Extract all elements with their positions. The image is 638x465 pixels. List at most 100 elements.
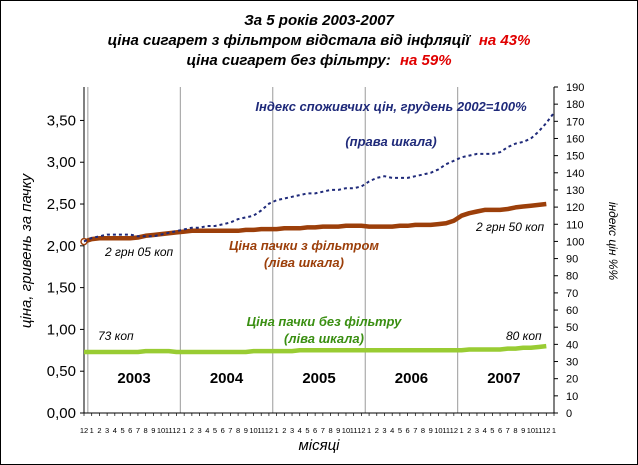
month-tick-label: 12 [357,426,365,435]
right-tick-label: 80 [566,271,578,283]
month-tick-label: 12 [265,426,273,435]
month-tick-label: 9 [336,426,340,435]
month-tick-label: 2 [467,426,471,435]
month-tick-label: 4 [483,426,487,435]
month-tick-label: 3 [105,426,109,435]
annotation-nofilter-start: 73 коп [98,329,134,343]
month-tick-label: 2 [97,426,101,435]
month-tick-label: 5 [490,426,494,435]
series-line-cpi [83,112,555,243]
chart-title-line2: ціна сигарет з фільтром відстала від інф… [108,32,531,49]
month-tick-label: 7 [506,426,510,435]
chart-title-line1: За 5 років 2003-2007 [244,12,394,29]
month-tick-label: 11 [350,426,358,435]
month-tick-label: 2 [282,426,286,435]
year-label-2004: 2004 [210,370,244,387]
month-tick-label: 4 [205,426,209,435]
right-tick-label: 110 [566,219,584,231]
month-tick-label: 6 [128,426,132,435]
chart-title-line3: ціна сигарет без фільтру: на 59% [186,52,451,69]
month-tick-label: 9 [244,426,248,435]
left-tick-label: 0,50 [47,363,76,380]
month-tick-label: 3 [290,426,294,435]
y-axis-title: ціна, гривень за пачку [18,172,35,328]
month-tick-label: 8 [513,426,517,435]
annotation-nofilter-end: 80 коп [506,329,542,343]
year-label-2006: 2006 [395,370,428,387]
month-tick-label: 5 [213,426,217,435]
month-tick-label: 8 [328,426,332,435]
month-tick-label: 7 [136,426,140,435]
year-labels: 2003 2004 2005 2006 2007 [117,370,520,387]
nofilter-series-note: (ліва шкала) [284,331,364,346]
month-tick-label: 1 [275,426,279,435]
left-axis-ticks: 0,00 0,50 1,00 1,50 2,00 2,50 3,00 3,50 [47,112,84,422]
left-tick-label: 2,50 [47,196,76,213]
title-line3-text: ціна сигарет без фільтру: [186,52,390,69]
month-tick-label: 10 [434,426,442,435]
left-tick-label: 3,00 [47,154,76,171]
month-tick-label: 3 [382,426,386,435]
month-tick-label: 8 [236,426,240,435]
series-line-nofilter [84,343,547,355]
month-tick-label: 2 [190,426,194,435]
annotation-filter-end: 2 грн 50 коп [475,220,545,234]
right-axis-ticks: 0 10 20 30 40 50 60 70 80 90 100 110 120 130 140 150 160… [554,82,584,420]
month-tick-label: 7 [413,426,417,435]
month-tick-label: 10 [527,426,535,435]
month-tick-label: 5 [398,426,402,435]
year-label-2007: 2007 [487,370,520,387]
year-dividers [87,87,459,413]
title-line2-text: ціна сигарет з фільтром відстала від інф… [108,32,472,49]
month-tick-label: 8 [144,426,148,435]
month-tick-label: 5 [120,426,124,435]
month-tick-label: 1 [459,426,463,435]
annotation-filter-start: 2 грн 05 коп [104,245,174,259]
right-tick-label: 130 [566,185,584,197]
month-tick-label: 1 [182,426,186,435]
month-tick-label: 6 [221,426,225,435]
filter-series-label: Ціна пачки з фільтром [229,238,379,253]
month-tick-label: 8 [421,426,425,435]
left-tick-label: 1,50 [47,280,76,297]
right-tick-label: 0 [566,408,572,420]
month-tick-label: 2 [375,426,379,435]
right-tick-label: 50 [566,322,578,334]
month-tick-label: 7 [228,426,232,435]
title-line2-value: на 43% [479,32,531,49]
right-tick-label: 70 [566,288,578,300]
month-tick-label: 7 [321,426,325,435]
right-tick-label: 160 [566,133,584,145]
year-label-2003: 2003 [117,370,150,387]
month-tick-label: 10 [342,426,350,435]
right-tick-label: 60 [566,305,578,317]
month-tick-label: 11 [165,426,173,435]
right-tick-label: 170 [566,116,584,128]
left-tick-label: 1,00 [47,321,76,338]
month-tick-label: 5 [305,426,309,435]
month-tick-label: 12 [172,426,180,435]
month-tick-label: 9 [429,426,433,435]
cpi-series-note: (права шкала) [345,134,436,149]
month-tick-label: 9 [151,426,155,435]
month-tick-label: 6 [313,426,317,435]
month-tick-label: 10 [249,426,257,435]
month-ticks: 12 1 2 3 4 5 6 7 8 9 10 11 12 1 2 3 4 5 6 7 8 9 10 11 12 1 2 3 4 5 6 7 8… [80,413,556,435]
month-tick-label: 3 [197,426,201,435]
month-tick-label: 6 [406,426,410,435]
right-tick-label: 20 [566,374,578,386]
axes [83,87,555,414]
right-tick-label: 150 [566,151,584,163]
month-tick-label: 12 [450,426,458,435]
month-tick-label: 11 [535,426,543,435]
nofilter-series-label: Ціна пачки без фільтру [247,314,402,329]
month-tick-label: 6 [498,426,502,435]
right-tick-label: 40 [566,339,578,351]
right-tick-label: 100 [566,236,584,248]
month-tick-label: 11 [257,426,265,435]
right-tick-label: 180 [566,99,584,111]
month-tick-label: 1 [367,426,371,435]
month-tick-label: 12 [542,426,550,435]
